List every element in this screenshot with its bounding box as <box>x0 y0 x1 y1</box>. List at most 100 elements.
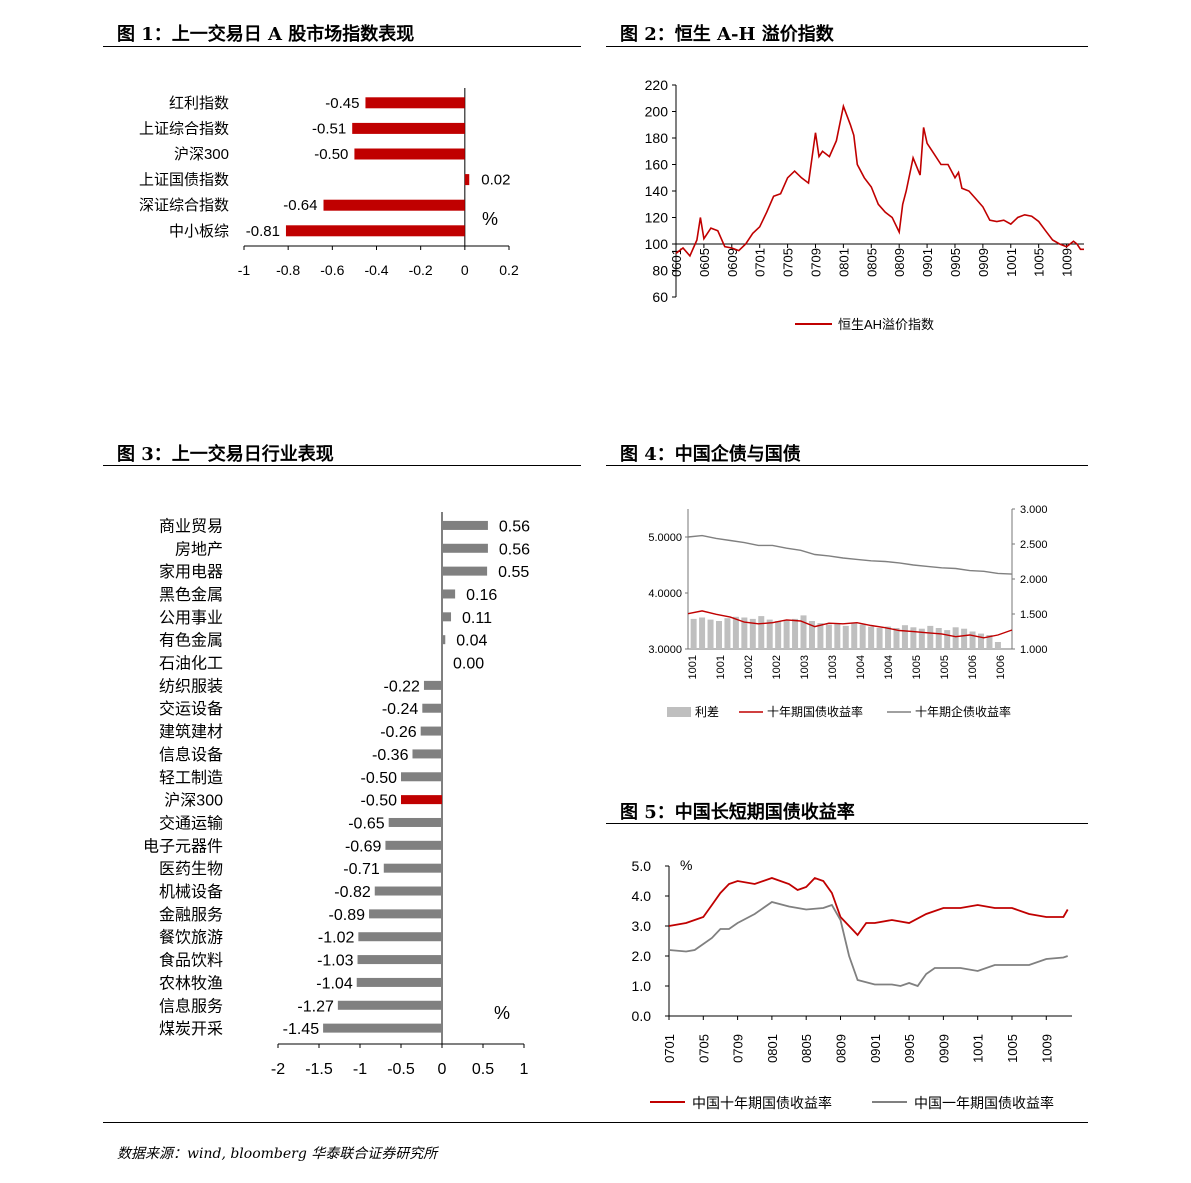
x-tick-label: 1006 <box>967 655 979 679</box>
category-label: 食品饮料 <box>159 952 223 970</box>
data-label: -1.02 <box>318 930 355 947</box>
x-tick-label: -0.8 <box>276 262 300 278</box>
data-source-note: 数据来源：wind, bloomberg 华泰联合证券研究所 <box>117 1146 438 1162</box>
spread-bar <box>893 628 900 649</box>
category-label: 黑色金属 <box>159 586 223 604</box>
data-label: 0.02 <box>481 172 510 189</box>
data-label: -0.45 <box>325 95 359 112</box>
series-line-ah-premium <box>675 103 1084 258</box>
figure-4-rule <box>606 465 1088 466</box>
legend-swatch <box>667 707 691 717</box>
bar <box>374 886 442 896</box>
x-tick-label: 0805 <box>799 1034 814 1063</box>
data-label: -0.71 <box>343 861 380 878</box>
x-tick-label: 1005 <box>1005 1034 1020 1063</box>
y-tick-label: 220 <box>645 77 669 93</box>
y-tick-label: 80 <box>652 263 668 279</box>
figure-2-rule <box>606 46 1088 47</box>
spread-bar <box>775 621 782 649</box>
spread-bar <box>885 626 892 649</box>
bar <box>354 148 465 160</box>
x-tick-label: 1006 <box>995 655 1007 679</box>
y-tick-label: 160 <box>645 157 669 173</box>
bar <box>357 955 442 965</box>
x-tick-label: 0705 <box>781 248 796 277</box>
y-tick-label: 5.0 <box>632 858 652 874</box>
x-tick-label: 0709 <box>731 1034 746 1063</box>
spread-bar <box>749 618 756 649</box>
data-label: -0.26 <box>380 724 417 741</box>
x-tick-label: 1003 <box>827 655 839 679</box>
category-label: 公用事业 <box>159 609 223 627</box>
x-tick-label: 1004 <box>855 655 867 679</box>
right-y-tick-label: 2.500 <box>1020 539 1048 551</box>
data-label: -0.22 <box>383 678 420 695</box>
category-label: 机械设备 <box>159 883 223 901</box>
spread-bar <box>800 615 807 649</box>
data-label: 0.16 <box>466 587 497 604</box>
y-tick-label: 60 <box>652 289 668 305</box>
spread-bar <box>715 621 722 649</box>
data-label: 0.56 <box>499 541 530 558</box>
spread-bar <box>732 616 739 649</box>
spread-bar <box>969 631 976 649</box>
bar <box>337 1000 442 1010</box>
category-label: 建筑建材 <box>159 723 223 741</box>
data-label: -0.24 <box>382 701 419 718</box>
category-label: 轻工制造 <box>159 769 223 787</box>
category-label: 上证国债指数 <box>139 172 229 189</box>
category-label: 交运设备 <box>159 700 223 718</box>
x-tick-label: 1004 <box>883 655 895 679</box>
data-label: -0.65 <box>348 815 385 832</box>
x-tick-label: 0809 <box>833 1034 848 1063</box>
category-label: 信息服务 <box>159 997 223 1015</box>
bar <box>420 726 442 736</box>
category-label: 沪深300 <box>174 146 229 163</box>
x-tick-label: 0905 <box>948 248 963 277</box>
bar <box>412 749 442 759</box>
bar <box>323 1023 442 1033</box>
spread-bar <box>986 635 993 649</box>
x-tick-label: 0801 <box>765 1034 780 1063</box>
right-y-tick-label: 1.500 <box>1020 609 1048 621</box>
bar <box>442 635 446 645</box>
x-tick-label: -0.2 <box>409 262 433 278</box>
right-y-tick-label: 1.000 <box>1020 644 1048 656</box>
spread-bar <box>901 625 908 649</box>
figure-4-title: 图 4：中国企债与国债 <box>620 444 801 465</box>
right-y-tick-label: 2.000 <box>1020 574 1048 586</box>
data-label: 0.00 <box>453 656 484 673</box>
spread-bar <box>952 627 959 649</box>
data-label: -0.89 <box>329 907 366 924</box>
spread-bar <box>842 625 849 649</box>
bar <box>422 703 442 713</box>
y-tick-label: 120 <box>645 210 669 226</box>
spread-bar <box>935 628 942 649</box>
bar <box>442 520 488 530</box>
category-label: 信息设备 <box>159 746 223 764</box>
x-tick-label: 0905 <box>902 1034 917 1063</box>
category-label: 深证综合指数 <box>139 197 229 214</box>
legend-label: 利差 <box>695 705 719 719</box>
x-tick-label: 1005 <box>939 655 951 679</box>
category-label: 电子元器件 <box>143 837 223 855</box>
x-tick-label: 0609 <box>725 248 740 277</box>
spread-bar <box>699 617 706 649</box>
source-rule <box>103 1122 1088 1123</box>
spread-bar <box>978 633 985 649</box>
left-y-tick-label: 5.0000 <box>648 532 682 544</box>
data-label: -0.64 <box>283 197 317 214</box>
x-tick-label: 0701 <box>662 1034 677 1063</box>
y-tick-label: 1.0 <box>632 978 652 994</box>
unit-label: % <box>482 209 498 229</box>
data-label: -0.50 <box>314 146 348 163</box>
bar <box>352 122 465 134</box>
data-label: -0.81 <box>246 223 280 240</box>
data-label: -0.82 <box>334 884 371 901</box>
spread-bar <box>783 620 790 649</box>
data-label: -0.50 <box>361 793 398 810</box>
data-label: -1.45 <box>283 1021 320 1038</box>
category-label: 金融服务 <box>159 906 223 924</box>
